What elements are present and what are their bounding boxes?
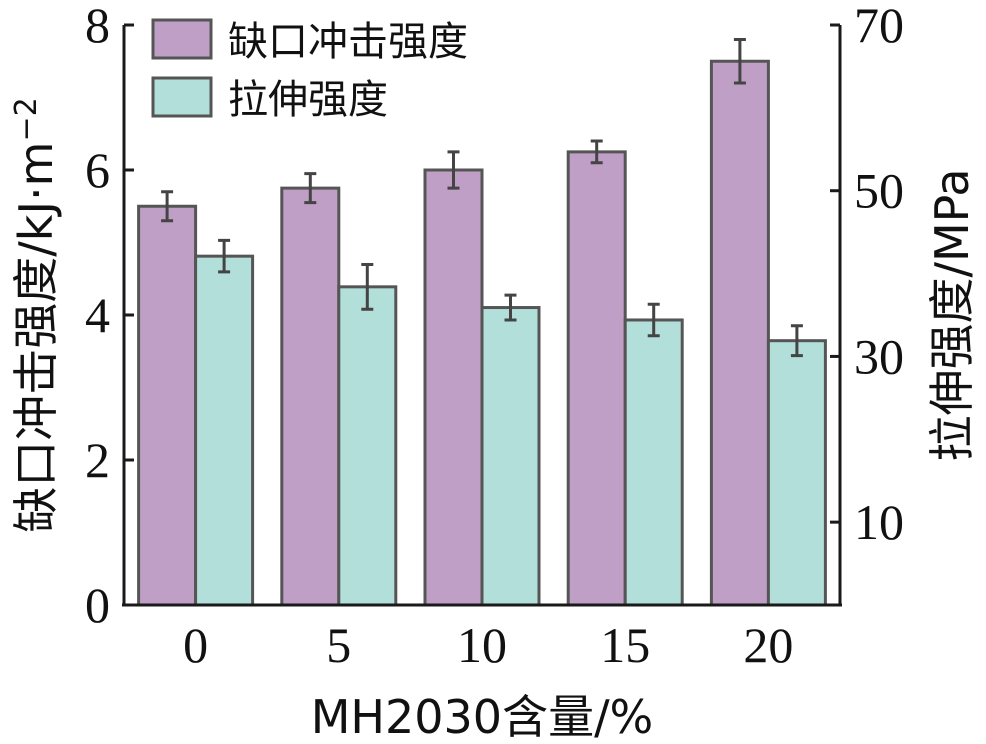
error-bar-tensile-5 xyxy=(361,262,374,311)
right-tick-label: 50 xyxy=(854,163,904,219)
y-axis-title-superscript: −2 xyxy=(9,97,44,141)
bar-tensile-5 xyxy=(337,285,398,607)
left-axis-ticks: 0 2 4 6 8 xyxy=(85,0,134,633)
legend: 缺口冲击强度 拉伸强度 xyxy=(151,18,468,123)
y-axis-title: 缺口冲击强度/kJ·m−2 xyxy=(9,97,63,532)
x-tick-label: 20 xyxy=(743,617,793,673)
left-tick-label: 8 xyxy=(85,0,110,53)
bar-impact-10 xyxy=(423,168,484,607)
left-tick-label: 4 xyxy=(85,287,110,343)
bar-impact-20 xyxy=(709,59,770,607)
right-axis-ticks: 10 30 50 70 xyxy=(830,0,904,550)
x-axis-title: MH2030含量/% xyxy=(311,690,654,744)
x-tick-label: 0 xyxy=(183,617,208,673)
bar-tensile-0 xyxy=(194,254,255,607)
error-bar-tensile-20 xyxy=(790,324,803,358)
error-bar-impact-15 xyxy=(590,139,603,165)
bar-impact-5 xyxy=(280,186,341,607)
x-tick-label: 15 xyxy=(600,617,650,673)
error-bar-tensile-10 xyxy=(504,293,517,322)
left-tick-label: 6 xyxy=(85,142,110,198)
error-bars-group xyxy=(161,38,803,358)
bar-impact-15 xyxy=(566,150,627,607)
right-tick-label: 10 xyxy=(854,494,904,550)
left-tick-label: 0 xyxy=(85,577,110,633)
left-tick-label: 2 xyxy=(85,432,110,488)
right-tick-label: 70 xyxy=(854,0,904,53)
error-bar-tensile-0 xyxy=(218,238,231,274)
y2-axis-title: 拉伸强度/MPa xyxy=(925,168,979,461)
x-axis-ticks: 0 5 10 15 20 xyxy=(183,617,793,673)
x-tick-label: 5 xyxy=(326,617,351,673)
legend-label-impact: 缺口冲击强度 xyxy=(228,19,468,65)
error-bar-impact-10 xyxy=(447,150,460,190)
bar-impact-0 xyxy=(137,204,198,607)
y-axis-title-main: 缺口冲击强度/kJ·m xyxy=(9,142,63,533)
error-bar-tensile-15 xyxy=(647,302,660,338)
bars-group xyxy=(137,59,827,607)
bar-tensile-10 xyxy=(480,306,541,607)
x-tick-label: 10 xyxy=(457,617,507,673)
bar-tensile-20 xyxy=(766,339,827,607)
right-tick-label: 30 xyxy=(854,328,904,384)
legend-swatch-tensile xyxy=(151,76,213,118)
error-bar-impact-5 xyxy=(304,172,317,205)
bar-tensile-15 xyxy=(623,318,684,607)
error-bar-impact-20 xyxy=(733,38,746,85)
legend-swatch-impact xyxy=(151,18,213,60)
error-bar-impact-0 xyxy=(161,190,174,223)
legend-label-tensile: 拉伸强度 xyxy=(228,77,388,123)
